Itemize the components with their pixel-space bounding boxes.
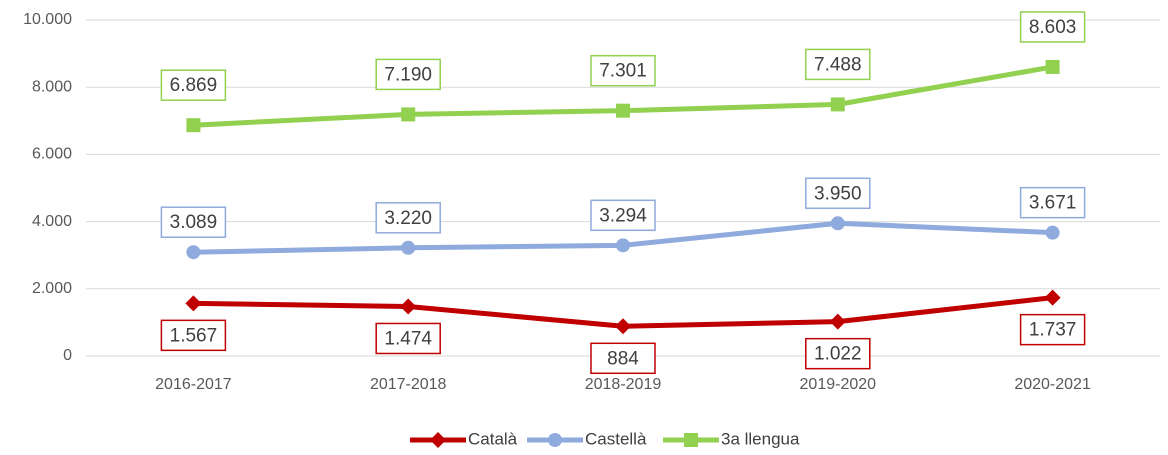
value-label-box (375, 322, 441, 355)
value-label: 1.567 (170, 325, 218, 346)
value-label: 8.603 (1029, 17, 1077, 38)
value-label: 7.190 (384, 64, 432, 85)
value-label-box (160, 206, 227, 238)
y-tick-label: 6.000 (32, 146, 72, 163)
y-tick-label: 2.000 (32, 280, 72, 297)
point (830, 216, 845, 231)
point (401, 107, 416, 122)
value-label-box (375, 202, 441, 234)
value-label-box (805, 177, 871, 210)
legend-marker (684, 433, 698, 447)
legend-label: Castellà (585, 429, 647, 448)
point (1045, 225, 1060, 240)
x-tick-label: 2018-2019 (585, 376, 662, 393)
point (401, 240, 416, 255)
x-tick-label: 2020-2021 (1014, 376, 1091, 393)
value-label-box (1019, 186, 1086, 219)
value-label: 3.220 (384, 208, 432, 229)
value-label: 3.294 (599, 205, 647, 226)
legend-marker (548, 433, 562, 447)
value-label: 1.737 (1029, 320, 1077, 341)
y-tick-label: 4.000 (32, 213, 72, 230)
value-label: 3.671 (1029, 193, 1077, 214)
value-label: 884 (607, 348, 639, 369)
y-tick-label: 10.000 (23, 11, 72, 28)
point (616, 103, 630, 118)
point (830, 97, 845, 112)
value-label-box (160, 319, 227, 352)
point (616, 238, 630, 253)
value-label-box (160, 69, 227, 101)
y-tick-label: 0 (63, 347, 72, 364)
point (1045, 59, 1060, 74)
legend-marker (430, 432, 446, 448)
value-label: 3.950 (814, 183, 862, 204)
value-label: 3.089 (170, 212, 218, 233)
value-label: 1.474 (384, 328, 432, 349)
point (615, 318, 631, 335)
value-label-box (590, 54, 656, 87)
point (400, 298, 417, 315)
y-tick-label: 8.000 (32, 78, 72, 95)
value-label-box (805, 48, 871, 81)
value-label: 1.022 (814, 344, 862, 365)
point (829, 313, 846, 330)
point (186, 118, 201, 133)
value-label-box (375, 58, 441, 91)
point (185, 295, 202, 312)
value-label: 7.301 (599, 61, 647, 82)
legend-label: Català (468, 429, 518, 448)
legend-label: 3a llengua (721, 429, 800, 448)
x-tick-label: 2017-2018 (370, 376, 447, 393)
x-tick-label: 2016-2017 (155, 376, 232, 393)
value-label-box (590, 342, 656, 375)
point (186, 245, 201, 260)
value-label-box (805, 337, 871, 370)
value-label-box (590, 199, 656, 232)
point (1044, 289, 1061, 306)
value-label: 6.869 (170, 75, 218, 96)
value-label-box (1019, 11, 1086, 43)
x-tick-label: 2019-2020 (800, 376, 877, 393)
value-label-box (1019, 313, 1086, 346)
value-label: 7.488 (814, 54, 862, 75)
